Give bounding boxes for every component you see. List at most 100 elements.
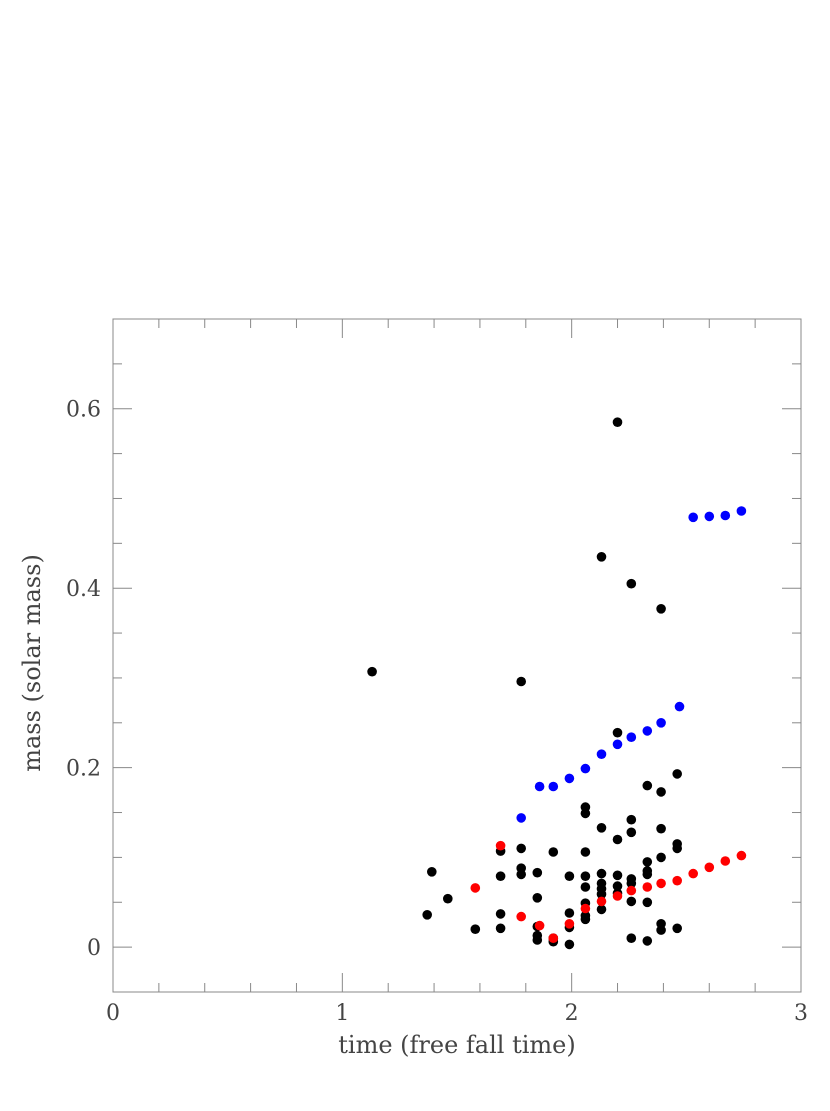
data-point	[656, 823, 666, 834]
data-point	[534, 920, 545, 931]
data-point	[656, 604, 666, 614]
data-point	[564, 919, 575, 929]
x-tick-label: 2	[565, 1001, 579, 1026]
y-tick-label: 0	[87, 936, 101, 961]
data-point	[580, 871, 591, 881]
data-point	[642, 936, 653, 946]
data-point	[564, 773, 575, 784]
data-point	[612, 870, 623, 881]
data-point	[626, 878, 637, 889]
data-point	[720, 510, 731, 521]
data-point	[656, 787, 666, 797]
data-point	[495, 923, 506, 934]
data-point	[470, 924, 481, 934]
data-point	[443, 893, 453, 904]
x-tick-label: 3	[794, 1001, 808, 1026]
y-tick-label: 0.6	[66, 398, 101, 423]
x-axis-label: time (free fall time)	[338, 1031, 575, 1059]
data-point	[548, 847, 559, 857]
data-point	[580, 808, 591, 819]
data-point	[642, 857, 653, 867]
data-point	[532, 867, 543, 878]
data-point	[642, 897, 653, 908]
data-point	[656, 718, 666, 728]
data-point	[672, 875, 682, 886]
data-point	[516, 843, 526, 854]
data-point	[596, 868, 607, 879]
data-point	[495, 871, 506, 881]
data-point	[642, 882, 653, 892]
y-tick-label: 0.2	[66, 757, 101, 782]
data-point	[626, 814, 637, 825]
data-point	[596, 749, 607, 759]
axis-tick-labels: 0 1 2 3 0 0.2 0.4 0.6	[66, 398, 808, 1026]
data-point	[626, 896, 637, 907]
data-point	[626, 885, 637, 896]
data-point	[656, 878, 666, 889]
data-point	[674, 701, 685, 712]
data-point	[672, 769, 682, 779]
data-point	[516, 869, 526, 880]
y-tick-label: 0.4	[66, 577, 101, 602]
data-point	[612, 417, 623, 428]
data-point	[672, 843, 682, 854]
data-point	[580, 914, 591, 925]
data-point	[596, 896, 607, 907]
data-point	[612, 834, 623, 845]
data-point	[548, 933, 559, 943]
data-point	[704, 862, 715, 873]
data-point	[532, 935, 543, 945]
data-point	[580, 903, 591, 914]
data-point	[642, 780, 653, 791]
data-point	[672, 923, 682, 934]
data-point	[720, 856, 731, 866]
data-point	[564, 939, 575, 950]
series-1	[516, 506, 747, 823]
data-point	[626, 827, 637, 838]
data-point	[612, 881, 623, 891]
data-point	[642, 869, 653, 880]
data-point	[626, 732, 637, 742]
data-point	[612, 891, 623, 901]
data-point	[612, 727, 623, 738]
data-point	[564, 871, 575, 881]
data-point	[427, 867, 437, 877]
data-point	[470, 883, 481, 893]
data-point	[564, 908, 575, 918]
data-point	[516, 813, 526, 823]
data-point	[548, 781, 559, 792]
data-point	[656, 852, 666, 863]
data-point	[580, 882, 591, 892]
data-point	[736, 850, 747, 861]
data-point	[642, 726, 653, 736]
data-point	[534, 781, 545, 792]
y-axis-label: mass (solar mass)	[18, 554, 46, 772]
data-points	[367, 417, 747, 950]
plot-frame	[112, 318, 802, 993]
data-point	[532, 893, 543, 903]
series-2	[470, 840, 747, 943]
data-point	[688, 868, 698, 879]
data-point	[736, 506, 747, 516]
data-point	[596, 889, 607, 899]
data-point	[596, 904, 607, 915]
data-point	[516, 676, 526, 687]
data-point	[495, 909, 506, 919]
data-point	[580, 847, 591, 857]
data-point	[596, 823, 607, 833]
series-0	[367, 417, 682, 950]
data-point	[704, 511, 715, 522]
data-point	[495, 840, 506, 851]
axis-ticks	[112, 318, 802, 993]
x-tick-label: 0	[106, 1001, 120, 1026]
data-point	[688, 512, 698, 523]
data-point	[656, 925, 666, 935]
data-point	[596, 552, 607, 562]
data-point	[367, 666, 377, 677]
data-point	[626, 578, 637, 589]
data-point	[516, 911, 526, 922]
data-point	[580, 763, 591, 774]
data-point	[422, 910, 433, 920]
data-point	[626, 933, 637, 943]
